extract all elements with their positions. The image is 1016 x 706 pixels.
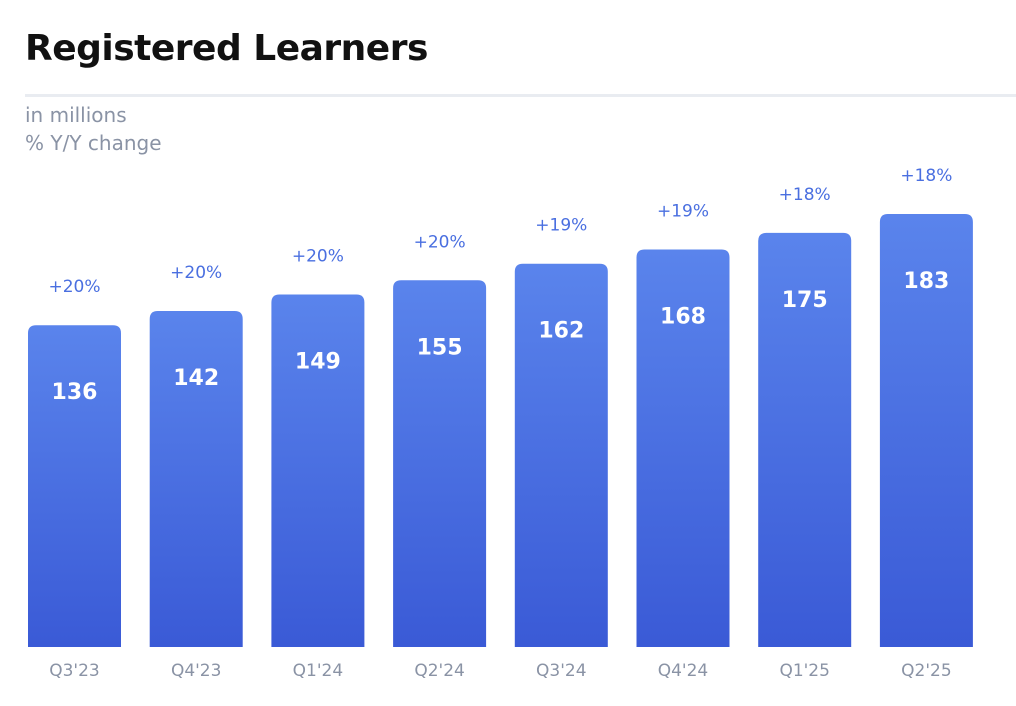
yoy-change-label: +19%	[535, 216, 587, 236]
yoy-change-label: +18%	[900, 166, 952, 186]
bar-2	[271, 294, 365, 647]
yoy-change-label: +18%	[779, 185, 831, 205]
yoy-change-label: +20%	[414, 232, 466, 252]
x-tick-label: Q2'24	[414, 661, 465, 681]
yoy-change-label: +20%	[292, 246, 344, 266]
tick-labels-group: Q3'23 Q4'23 Q1'24 Q2'24 Q3'24 Q4'24 Q1'25 Q2'25	[49, 661, 951, 681]
bar-value-label: 162	[538, 319, 584, 344]
yoy-change-label: +20%	[170, 263, 222, 283]
bar-value-label: 168	[660, 304, 706, 329]
bar-3	[393, 280, 487, 647]
units-label: in millions	[25, 103, 127, 127]
x-tick-label: Q1'25	[779, 661, 830, 681]
change-label: % Y/Y change	[25, 131, 162, 155]
x-tick-label: Q1'24	[293, 661, 344, 681]
chart-title: Registered Learners	[25, 28, 428, 69]
bar-6	[758, 232, 852, 647]
yoy-change-label: +19%	[657, 201, 709, 221]
bar-4	[514, 263, 608, 647]
bar-5	[636, 249, 730, 647]
change-labels-group: +20% +20% +20% +20% +19% +19% +18% +18%	[48, 166, 952, 297]
bar-value-label: 136	[52, 380, 98, 405]
value-labels-group: 136 142 149 155 162 168 175 183	[52, 269, 950, 405]
title-divider	[25, 94, 1016, 97]
bar-7	[879, 214, 973, 647]
bar-value-label: 142	[173, 366, 219, 391]
x-tick-label: Q2'25	[901, 661, 952, 681]
x-tick-label: Q3'23	[49, 661, 100, 681]
yoy-change-label: +20%	[48, 277, 100, 297]
x-tick-label: Q3'24	[536, 661, 587, 681]
bar-value-label: 155	[417, 335, 463, 360]
bar-value-label: 149	[295, 349, 341, 374]
x-tick-label: Q4'23	[171, 661, 222, 681]
bar-value-label: 175	[782, 288, 828, 313]
x-tick-label: Q4'24	[658, 661, 709, 681]
bar-value-label: 183	[903, 269, 949, 294]
bars-group	[28, 214, 973, 647]
bar-1	[149, 311, 243, 647]
bar-0	[28, 325, 121, 647]
